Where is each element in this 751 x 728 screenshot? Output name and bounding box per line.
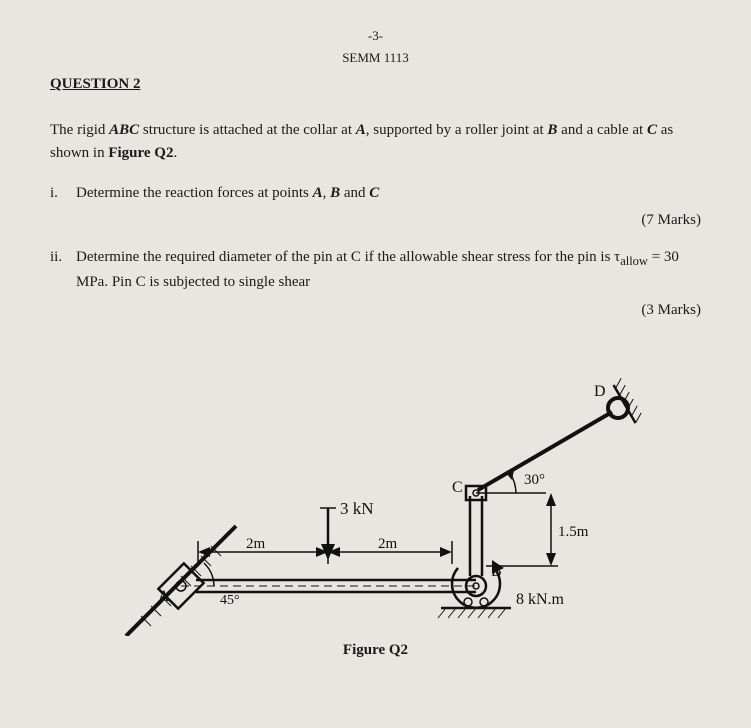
angle-45-arc	[204, 563, 214, 586]
question-heading: QUESTION 2	[50, 76, 701, 93]
intro-paragraph: The rigid ABC structure is attached at t…	[50, 119, 701, 166]
text: ,	[323, 185, 331, 201]
angle-45: 45°	[220, 593, 240, 608]
label-D: D	[594, 383, 606, 400]
part-number: ii.	[50, 246, 62, 269]
text: and a cable at	[557, 122, 647, 138]
ptA: A	[356, 122, 366, 138]
part-number: i.	[50, 182, 58, 205]
moment-label: 8 kN.m	[516, 591, 565, 608]
allow: allow	[620, 254, 648, 268]
text: structure is attached at the collar at	[139, 122, 356, 138]
text: and	[340, 185, 369, 201]
marks: (3 Marks)	[76, 299, 701, 322]
figref: Figure Q2	[108, 145, 173, 161]
figure-label: Figure Q2	[50, 642, 701, 659]
angle-30: 30°	[524, 472, 545, 488]
ptB: B	[547, 122, 557, 138]
load-label: 3 kN	[340, 499, 374, 518]
part-i: i. Determine the reaction forces at poin…	[76, 182, 701, 233]
text: , supported by a roller joint at	[366, 122, 548, 138]
dim-1p5m-label: 1.5m	[558, 524, 589, 540]
text: The rigid	[50, 122, 109, 138]
question-list: i. Determine the reaction forces at poin…	[50, 182, 701, 322]
page-number: -3-	[50, 28, 701, 44]
text: Determine the required diameter of the p…	[76, 249, 614, 265]
dim-2m-left-label: 2m	[246, 536, 266, 552]
course-code: SEMM 1113	[50, 50, 701, 66]
ptC: C	[369, 185, 379, 201]
text: .	[173, 145, 177, 161]
ground-B-hatch	[438, 608, 506, 618]
ptC: C	[647, 122, 657, 138]
label-A: A	[158, 588, 170, 605]
part-ii: ii. Determine the required diameter of t…	[76, 246, 701, 322]
label-C: C	[452, 479, 463, 496]
ptA: A	[313, 185, 323, 201]
dim-1p5m	[486, 493, 558, 566]
ptB: B	[330, 185, 340, 201]
figure-wrapper: A 45° B 8 kN.m	[50, 336, 701, 636]
ring-D	[608, 398, 628, 418]
marks: (7 Marks)	[76, 209, 701, 232]
figure-q2: A 45° B 8 kN.m	[96, 336, 656, 636]
cable-CD	[478, 412, 612, 490]
text: Determine the reaction forces at points	[76, 185, 313, 201]
dim-2m-right-label: 2m	[378, 536, 398, 552]
abc: ABC	[109, 122, 139, 138]
